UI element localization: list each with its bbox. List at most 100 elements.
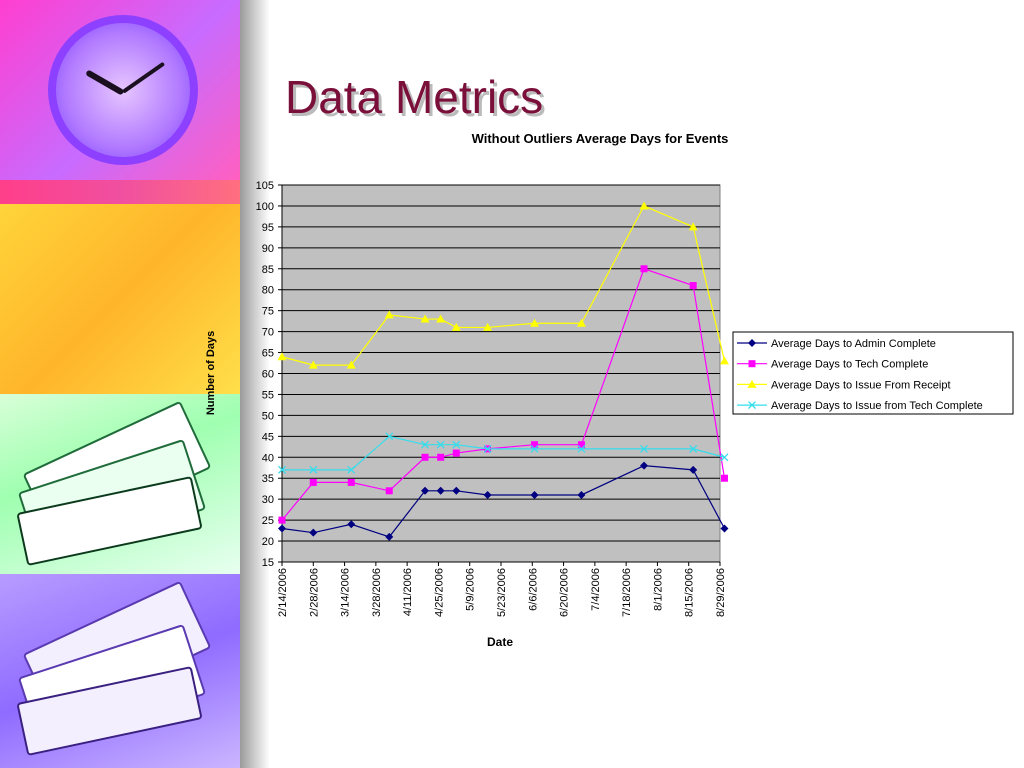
data-point-s4-b	[720, 453, 729, 462]
data-point-s1	[577, 490, 586, 499]
data-point-s4-b	[278, 465, 286, 474]
x-tick-label: 5/23/2006	[496, 568, 508, 617]
data-point-s4-b	[436, 440, 445, 449]
data-point-s1	[640, 461, 649, 470]
yellow-clock-photo	[0, 204, 240, 394]
data-point-s4-b	[452, 440, 461, 449]
x-axis-label: Date	[487, 635, 513, 649]
y-axis-label: Number of Days	[205, 331, 217, 415]
data-point-s2	[347, 478, 355, 486]
y-tick-label: 70	[262, 327, 274, 339]
data-point-s1	[530, 490, 539, 499]
legend-marker-b	[748, 401, 756, 410]
y-tick-label: 50	[262, 410, 274, 422]
data-point-s4-b	[689, 444, 698, 453]
data-point-s3	[436, 314, 446, 323]
data-point-s3	[530, 318, 540, 327]
x-tick-label: 6/20/2006	[559, 568, 571, 617]
legend-marker	[748, 360, 756, 368]
data-point-s3	[688, 222, 698, 231]
y-tick-label: 95	[262, 222, 274, 234]
legend-label: Average Days to Issue from Tech Complete	[771, 400, 983, 412]
data-point-s4-b	[347, 465, 356, 474]
data-point-s1	[436, 486, 445, 495]
data-point-s4-b	[577, 444, 586, 453]
y-tick-label: 35	[262, 473, 274, 485]
data-point-s2	[437, 453, 445, 461]
data-point-s4-b	[530, 444, 539, 453]
data-point-s3	[346, 360, 356, 369]
y-tick-label: 80	[262, 285, 274, 297]
data-point-s2	[689, 282, 697, 290]
y-tick-label: 15	[262, 557, 274, 569]
x-tick-label: 7/18/2006	[621, 568, 633, 617]
data-point-s3	[384, 310, 394, 319]
y-tick-label: 105	[256, 180, 274, 192]
y-tick-label: 25	[262, 515, 274, 527]
x-tick-label: 8/15/2006	[684, 568, 696, 617]
data-point-s3	[483, 322, 493, 331]
y-tick-label: 55	[262, 389, 274, 401]
legend-label: Average Days to Admin Complete	[771, 338, 936, 350]
data-point-s3	[451, 322, 461, 331]
y-tick-label: 40	[262, 452, 274, 464]
x-tick-label: 2/28/2006	[308, 568, 320, 617]
data-point-s1	[347, 520, 356, 529]
legend	[732, 331, 1014, 415]
data-point-s3	[639, 201, 649, 210]
x-tick-label: 2/14/2006	[277, 568, 289, 617]
data-point-s3	[719, 356, 729, 365]
clock-icon	[48, 15, 198, 165]
legend-label: Average Days to Tech Complete	[771, 359, 928, 371]
y-tick-label: 75	[262, 306, 274, 318]
legend-marker	[748, 339, 756, 347]
data-point-s3	[308, 360, 318, 369]
data-point-s2	[577, 441, 585, 449]
x-tick-label: 5/9/2006	[465, 568, 477, 611]
x-tick-label: 8/29/2006	[715, 568, 727, 617]
strip-shadow	[240, 0, 270, 768]
data-point-s1	[483, 490, 492, 499]
data-point-s2	[452, 449, 460, 457]
x-tick-label: 8/1/2006	[652, 568, 664, 611]
y-tick-label: 90	[262, 243, 274, 255]
data-point-s1	[720, 524, 729, 533]
data-point-s3	[277, 352, 287, 361]
x-tick-label: 6/6/2006	[527, 568, 539, 611]
data-point-s2	[640, 265, 648, 273]
data-point-s4-b	[421, 440, 429, 449]
data-point-s4-b	[483, 444, 492, 453]
slide-title: Data Metrics	[285, 71, 544, 123]
purple-clock-photo	[0, 0, 240, 180]
x-tick-label: 7/4/2006	[590, 568, 602, 611]
pink-band	[0, 180, 240, 204]
data-point-s1	[421, 486, 430, 495]
y-tick-label: 45	[262, 431, 274, 443]
y-tick-label: 20	[262, 536, 274, 548]
data-point-s4-b	[385, 432, 394, 441]
data-point-s2	[531, 441, 539, 449]
x-tick-label: 3/14/2006	[340, 568, 352, 617]
data-point-s4-b	[640, 444, 648, 453]
y-tick-label: 65	[262, 348, 274, 360]
data-point-s1	[385, 532, 394, 541]
y-tick-label: 60	[262, 369, 274, 381]
data-point-s1	[278, 524, 286, 533]
y-tick-label: 30	[262, 494, 274, 506]
chart-title: Without Outliers Average Days for Events	[471, 131, 729, 146]
data-point-s1	[309, 528, 318, 537]
legend-marker	[747, 379, 757, 388]
data-point-s2	[421, 453, 429, 461]
decorative-photo-strip	[0, 0, 240, 768]
data-point-s3	[576, 318, 586, 327]
data-point-s1	[689, 465, 698, 474]
x-tick-label: 4/25/2006	[433, 568, 445, 617]
data-point-s2	[309, 478, 317, 486]
data-point-s2	[385, 487, 393, 495]
data-point-s3	[420, 314, 430, 323]
x-tick-label: 3/28/2006	[371, 568, 383, 617]
y-tick-label: 100	[256, 201, 274, 213]
y-tick-label: 85	[262, 264, 274, 276]
data-point-s1	[452, 486, 461, 495]
